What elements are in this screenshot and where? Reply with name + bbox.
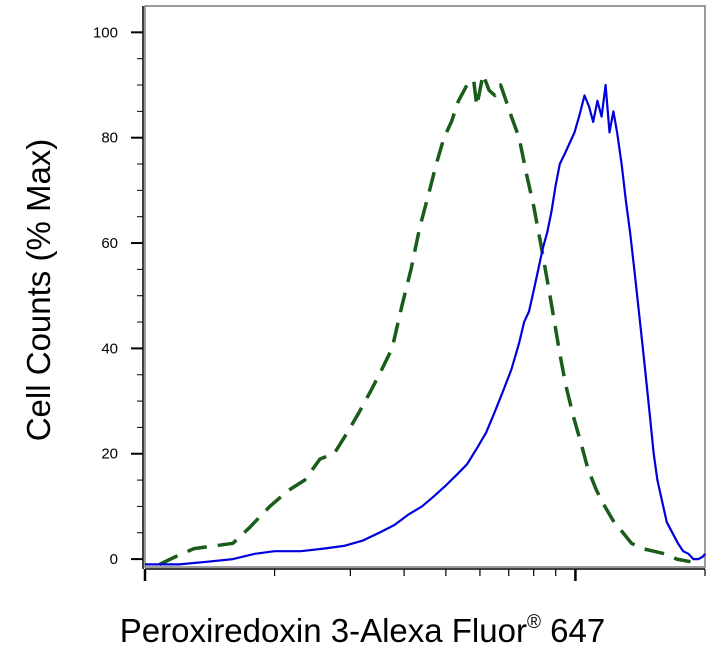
y-tick-label: 60 [101, 235, 118, 252]
y-tick-label: 20 [101, 446, 118, 463]
y-axis-label: Cell Counts (% Max) [20, 139, 57, 442]
y-axis: 0 20 40 60 80 100 [93, 6, 144, 569]
series-layer [145, 72, 706, 566]
x-axis-label-suffix: 647 [540, 612, 606, 649]
control-histogram-line [158, 72, 691, 566]
y-tick-label: 0 [110, 551, 118, 568]
x-axis [143, 568, 706, 581]
stained-histogram-line [145, 83, 706, 566]
registered-mark: ® [526, 612, 541, 633]
y-tick-label: 100 [93, 24, 118, 41]
x-axis-label-text: Peroxiredoxin 3-Alexa Fluor [119, 612, 527, 649]
y-tick-label: 40 [101, 340, 118, 357]
plot-frame [144, 5, 706, 568]
x-axis-label: Peroxiredoxin 3-Alexa Fluor® 647 [0, 612, 725, 650]
y-tick-label: 80 [101, 130, 118, 147]
